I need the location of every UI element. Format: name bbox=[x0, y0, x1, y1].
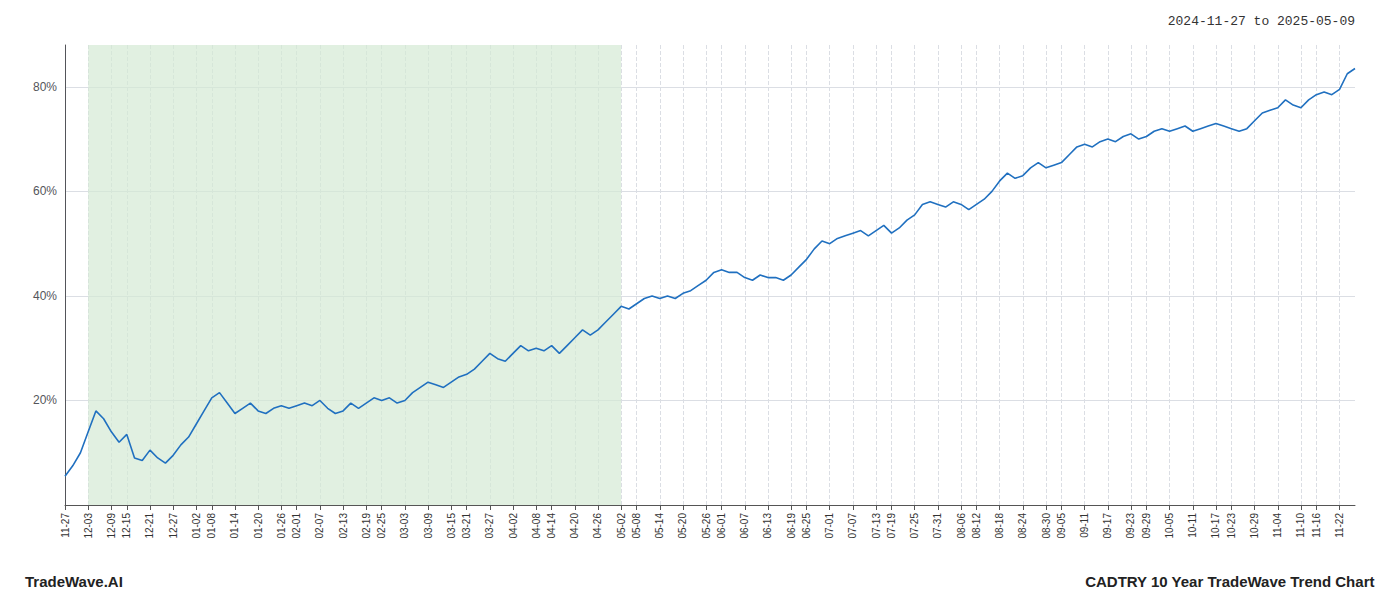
svg-text:07-13: 07-13 bbox=[871, 513, 882, 539]
svg-text:02-19: 02-19 bbox=[361, 513, 372, 539]
svg-text:04-02: 04-02 bbox=[508, 513, 519, 539]
svg-text:07-19: 07-19 bbox=[886, 513, 897, 539]
svg-text:03-03: 03-03 bbox=[399, 513, 410, 539]
svg-text:07-07: 07-07 bbox=[847, 513, 858, 539]
svg-text:05-02: 05-02 bbox=[616, 513, 627, 539]
svg-text:09-17: 09-17 bbox=[1102, 513, 1113, 539]
svg-text:06-01: 06-01 bbox=[716, 513, 727, 539]
svg-text:07-31: 07-31 bbox=[932, 513, 943, 539]
svg-text:12-09: 12-09 bbox=[106, 513, 117, 539]
svg-text:12-03: 12-03 bbox=[83, 513, 94, 539]
svg-text:07-01: 07-01 bbox=[824, 513, 835, 539]
svg-text:03-27: 03-27 bbox=[484, 513, 495, 539]
svg-text:05-26: 05-26 bbox=[701, 513, 712, 539]
svg-text:CADTRY 10 Year TradeWave Trend: CADTRY 10 Year TradeWave Trend Chart bbox=[1085, 573, 1374, 590]
svg-text:04-14: 04-14 bbox=[546, 513, 557, 539]
svg-text:04-08: 04-08 bbox=[531, 513, 542, 539]
svg-text:11-04: 11-04 bbox=[1272, 513, 1283, 538]
svg-text:02-25: 02-25 bbox=[376, 513, 387, 539]
svg-text:11-27: 11-27 bbox=[60, 513, 71, 538]
svg-text:12-15: 12-15 bbox=[121, 513, 132, 539]
svg-text:12-27: 12-27 bbox=[168, 513, 179, 539]
svg-text:10-29: 10-29 bbox=[1249, 513, 1260, 539]
svg-text:TradeWave.AI: TradeWave.AI bbox=[25, 573, 123, 590]
svg-text:07-25: 07-25 bbox=[909, 513, 920, 539]
svg-text:08-06: 08-06 bbox=[956, 513, 967, 539]
svg-text:05-08: 05-08 bbox=[631, 513, 642, 539]
svg-text:80%: 80% bbox=[33, 80, 57, 94]
svg-text:10-23: 10-23 bbox=[1226, 513, 1237, 539]
svg-text:08-30: 08-30 bbox=[1041, 513, 1052, 539]
svg-text:40%: 40% bbox=[33, 289, 57, 303]
svg-text:01-14: 01-14 bbox=[229, 513, 240, 539]
svg-text:02-01: 02-01 bbox=[291, 513, 302, 539]
svg-text:01-02: 01-02 bbox=[191, 513, 202, 539]
svg-text:10-11: 10-11 bbox=[1187, 513, 1198, 538]
svg-text:09-11: 09-11 bbox=[1079, 513, 1090, 538]
svg-text:05-14: 05-14 bbox=[654, 513, 665, 539]
svg-text:10-05: 10-05 bbox=[1164, 513, 1175, 539]
svg-text:06-13: 06-13 bbox=[762, 513, 773, 539]
svg-text:01-26: 01-26 bbox=[276, 513, 287, 539]
svg-text:09-05: 09-05 bbox=[1056, 513, 1067, 539]
svg-text:2024-11-27 to 2025-05-09: 2024-11-27 to 2025-05-09 bbox=[1168, 14, 1355, 29]
svg-text:06-07: 06-07 bbox=[739, 513, 750, 539]
svg-text:01-20: 01-20 bbox=[253, 513, 264, 539]
svg-text:10-17: 10-17 bbox=[1210, 513, 1221, 539]
svg-text:60%: 60% bbox=[33, 184, 57, 198]
svg-text:09-29: 09-29 bbox=[1141, 513, 1152, 539]
svg-text:02-13: 02-13 bbox=[338, 513, 349, 539]
svg-text:03-21: 03-21 bbox=[461, 513, 472, 539]
svg-text:12-21: 12-21 bbox=[144, 513, 155, 539]
svg-text:11-22: 11-22 bbox=[1334, 513, 1345, 538]
svg-text:03-15: 03-15 bbox=[446, 513, 457, 539]
svg-text:03-09: 03-09 bbox=[423, 513, 434, 539]
svg-text:06-25: 06-25 bbox=[801, 513, 812, 539]
svg-text:11-16: 11-16 bbox=[1311, 513, 1322, 538]
svg-text:02-07: 02-07 bbox=[314, 513, 325, 539]
svg-text:08-18: 08-18 bbox=[994, 513, 1005, 539]
svg-text:05-20: 05-20 bbox=[677, 513, 688, 539]
svg-text:08-24: 08-24 bbox=[1017, 513, 1028, 539]
svg-text:06-19: 06-19 bbox=[786, 513, 797, 539]
svg-text:08-12: 08-12 bbox=[971, 513, 982, 539]
svg-text:09-23: 09-23 bbox=[1125, 513, 1136, 539]
svg-text:20%: 20% bbox=[33, 393, 57, 407]
svg-text:04-20: 04-20 bbox=[569, 513, 580, 539]
svg-text:11-10: 11-10 bbox=[1295, 513, 1306, 538]
svg-text:01-08: 01-08 bbox=[206, 513, 217, 539]
svg-text:04-26: 04-26 bbox=[592, 513, 603, 539]
